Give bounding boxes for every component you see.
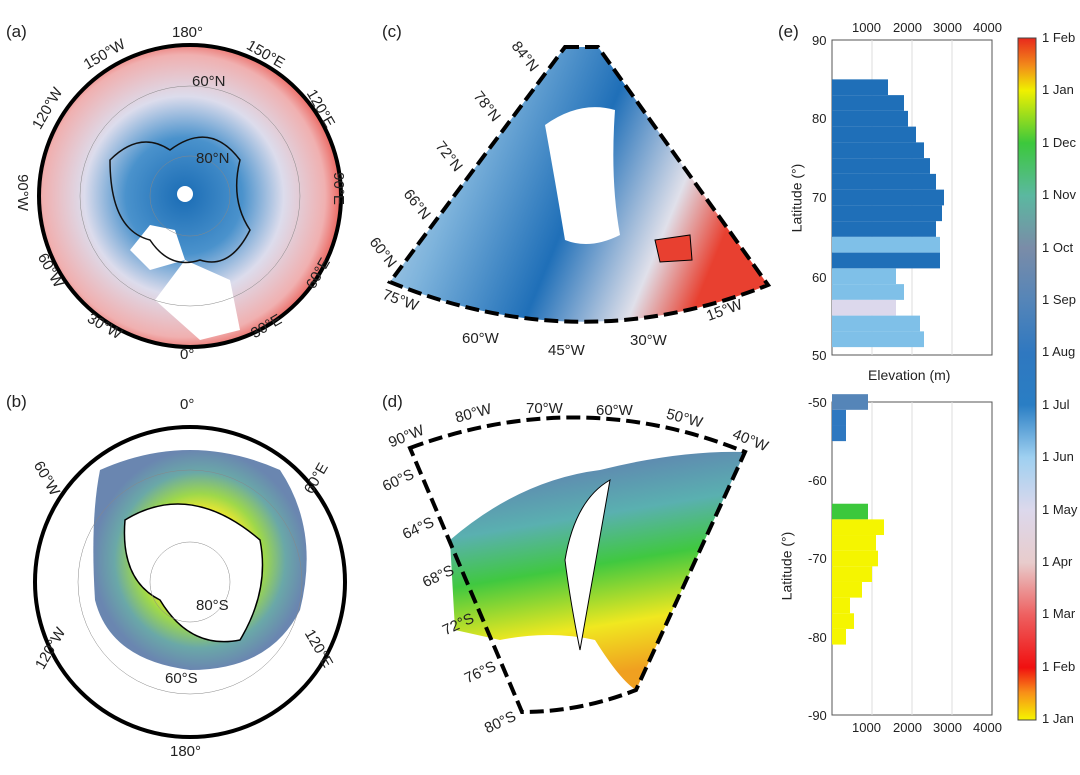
- elevation-plots: [831, 37, 1037, 721]
- elevation-bar: [832, 79, 888, 96]
- panel-c-label: (c): [382, 22, 402, 41]
- colorbar-tick: 1 Jun: [1042, 449, 1074, 465]
- colorbar-tick: 1 Apr: [1042, 554, 1073, 569]
- e-top-ytick: 70: [812, 190, 827, 205]
- elevation-bar: [832, 173, 936, 190]
- elevation-bar: [832, 268, 896, 285]
- colorbar-tick: 1 Jan: [1042, 711, 1074, 727]
- colorbar-tick: 1 Mar: [1042, 606, 1076, 622]
- elevation-bar: [832, 252, 940, 269]
- elevation-bar: [832, 126, 916, 143]
- panel-a-label: (a): [6, 22, 27, 41]
- colorbar-tick: 1 Feb: [1042, 30, 1076, 45]
- e-top-ytick: 50: [812, 348, 827, 363]
- panel-e-label: (e): [778, 22, 799, 41]
- d-lon-label: 70°W: [526, 400, 563, 417]
- colorbar-tick: 1 Jan: [1042, 82, 1074, 98]
- antarctic-peninsula-map: [407, 415, 748, 715]
- elevation-bar: [832, 566, 872, 582]
- antarctic-map: [33, 425, 347, 739]
- e-bot-ytick: -70: [808, 551, 827, 566]
- elevation-bar: [832, 503, 868, 520]
- e-top-xtick: 1000: [852, 20, 881, 35]
- e-top-ytick: 90: [812, 33, 827, 48]
- a-lon-label: 90°E: [329, 172, 347, 205]
- e-bot-ylabel: Latitude (°): [778, 531, 795, 601]
- colorbar-tick: 1 Dec: [1042, 134, 1076, 150]
- colorbar-tick: 1 Sep: [1042, 292, 1076, 307]
- colorbar: [1017, 37, 1037, 721]
- elevation-bar: [832, 95, 904, 111]
- e-bot-ytick: -60: [808, 473, 827, 488]
- e-top-ytick: 60: [812, 270, 827, 285]
- elevation-bar: [832, 581, 862, 598]
- colorbar-tick: 1 Jul: [1042, 396, 1070, 412]
- elevation-bar: [832, 142, 924, 159]
- e-top-xtick: 3000: [933, 20, 962, 35]
- colorbar-tick: 1 Aug: [1042, 344, 1076, 360]
- c-lon-label: 60°W: [462, 330, 499, 347]
- e-bot-xtick: 3000: [933, 720, 962, 735]
- b-lon-label: 180°: [170, 743, 202, 760]
- e-bot-xtick: 4000: [973, 720, 1002, 735]
- elevation-bar: [832, 628, 846, 645]
- elevation-bar: [832, 535, 876, 551]
- elevation-bar: [832, 550, 878, 567]
- b-lat-label: 60°S: [165, 670, 198, 687]
- elevation-bar: [832, 110, 908, 127]
- c-lon-label: 45°W: [548, 342, 585, 359]
- colorbar-tick: 1 May: [1042, 501, 1078, 517]
- a-lat-label: 80°N: [196, 150, 230, 167]
- a-lon-label: 0°: [180, 346, 195, 363]
- elevation-bar: [832, 236, 940, 253]
- elevation-bar: [832, 205, 942, 222]
- elevation-bar: [832, 409, 846, 426]
- arctic-map: [37, 43, 343, 349]
- e-xlabel: Elevation (m): [868, 367, 951, 383]
- colorbar-tick: 1 Feb: [1042, 658, 1076, 674]
- elevation-bar: [832, 331, 924, 348]
- e-bot-ytick: -80: [808, 630, 827, 645]
- panel-b-label: (b): [6, 392, 27, 411]
- greenland-map: [386, 45, 772, 324]
- a-lon-label: 180°: [172, 24, 204, 41]
- b-lon-label: 0°: [180, 396, 195, 413]
- elevation-bar: [832, 299, 896, 316]
- a-lat-label: 60°N: [192, 73, 226, 90]
- e-bot-ytick: -90: [808, 708, 827, 723]
- elevation-bar: [832, 189, 944, 206]
- colorbar-tick: 1 Oct: [1042, 239, 1074, 255]
- elevation-bar: [832, 284, 904, 300]
- elevation-bar: [832, 158, 930, 174]
- elevation-bar: [832, 519, 884, 536]
- colorbar-tick: 1 Nov: [1042, 187, 1076, 203]
- elevation-bar: [832, 613, 854, 629]
- b-lat-label: 80°S: [196, 597, 229, 614]
- e-top-xtick: 4000: [973, 20, 1002, 35]
- elevation-bar: [832, 425, 846, 442]
- a-lon-label: 90°W: [13, 174, 31, 211]
- e-bot-ytick: -50: [808, 395, 827, 410]
- elevation-bar: [832, 315, 920, 332]
- c-lon-label: 30°W: [630, 332, 667, 349]
- e-bot-xtick: 1000: [852, 720, 881, 735]
- d-lon-label: 60°W: [596, 402, 633, 419]
- elevation-bar: [832, 221, 936, 237]
- elevation-bar: [832, 597, 850, 614]
- e-bot-xtick: 2000: [893, 720, 922, 735]
- e-top-ylabel: Latitude (°): [788, 163, 805, 233]
- e-top-ytick: 80: [812, 111, 827, 126]
- elevation-bar: [832, 394, 868, 410]
- panel-d-label: (d): [382, 392, 403, 411]
- e-top-xtick: 2000: [893, 20, 922, 35]
